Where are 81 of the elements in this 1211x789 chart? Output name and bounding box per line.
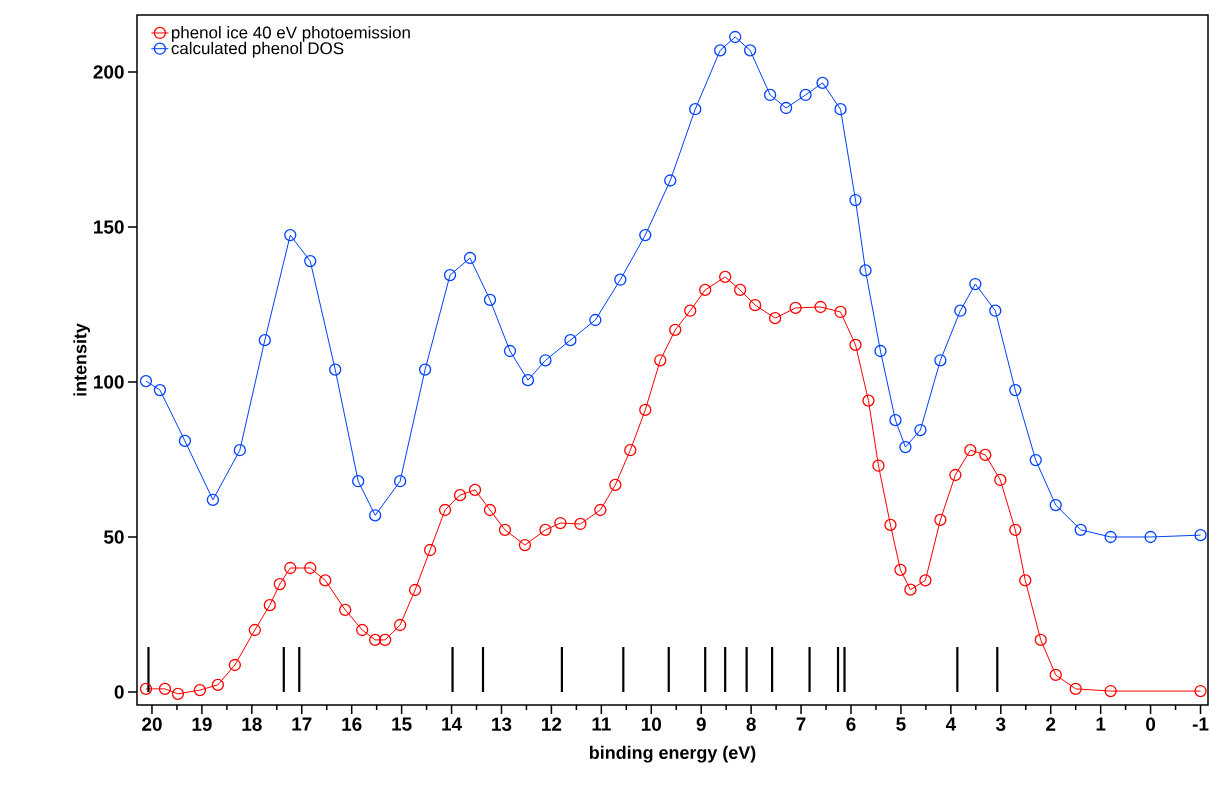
point (393, 475, 407, 488)
point (1144, 530, 1157, 544)
point (689, 103, 702, 116)
point (1049, 498, 1062, 512)
x-tick-label: 15 (392, 717, 412, 731)
x-tick-label: 20 (142, 717, 162, 731)
x-tick-label: 3 (995, 717, 1006, 731)
y-tick-label: 200 (93, 65, 124, 79)
point (564, 334, 577, 347)
x-tick-label: 16 (342, 717, 362, 731)
point (539, 354, 552, 367)
x-tick-label: 12 (542, 717, 562, 731)
point (859, 264, 872, 277)
point (483, 293, 497, 307)
x-tick-label: 2 (1046, 717, 1056, 731)
point (639, 228, 652, 242)
point (816, 76, 829, 90)
point (899, 440, 912, 454)
point (521, 373, 535, 387)
y-axis-title: intensity (73, 323, 91, 396)
x-tick-label: 5 (896, 717, 906, 731)
point (153, 383, 167, 397)
x-tick-label: 17 (292, 717, 312, 731)
x-tick-label: 14 (442, 717, 462, 731)
point (206, 493, 220, 506)
y-tick-label: 50 (103, 530, 124, 544)
point (889, 413, 902, 427)
point (849, 193, 862, 207)
point (1009, 383, 1022, 397)
point (763, 88, 777, 102)
point (1029, 453, 1042, 467)
point (503, 344, 517, 358)
x-tick-label: 10 (641, 717, 662, 731)
x-tick-label: 4 (945, 717, 957, 731)
point (989, 304, 1002, 317)
x-tick-label: 9 (696, 717, 706, 731)
x-tick-label: 7 (796, 717, 806, 731)
point (614, 273, 627, 286)
x-tick-label: 0 (1146, 717, 1156, 731)
point (258, 334, 271, 347)
point (418, 363, 432, 376)
legend-label: phenol ice 40 eV photoemission (171, 26, 410, 42)
point (1104, 530, 1117, 544)
x-tick-label: 19 (192, 717, 212, 731)
point (743, 44, 757, 57)
point (914, 423, 927, 437)
y-tick-label: 150 (94, 220, 124, 234)
x-tick-label: 18 (242, 717, 262, 731)
point (1074, 523, 1087, 537)
point (834, 103, 847, 116)
point (233, 444, 246, 457)
y-tick-label: 0 (114, 685, 124, 699)
point (664, 174, 677, 187)
point (329, 363, 342, 376)
point (934, 354, 947, 367)
point (304, 254, 317, 268)
x-tick-label: 13 (492, 717, 512, 731)
x-tick-label: 6 (846, 717, 856, 731)
point (589, 313, 602, 327)
y-tick-label: 100 (94, 375, 124, 389)
point (139, 374, 153, 388)
point (443, 268, 457, 282)
point (969, 277, 982, 291)
point (284, 228, 297, 242)
point (874, 344, 887, 358)
x-tick-label: 11 (592, 717, 611, 731)
x-tick-label: 1 (1096, 717, 1106, 731)
point (799, 88, 812, 102)
point (369, 509, 382, 522)
point (178, 434, 192, 448)
point (714, 44, 727, 57)
x-tick-label: 8 (746, 717, 756, 731)
point (779, 101, 793, 115)
point (954, 304, 967, 317)
legend-label: calculated phenol DOS (171, 41, 344, 58)
point (729, 30, 742, 44)
point (352, 475, 365, 488)
x-axis-title: binding energy (eV) (589, 745, 756, 763)
x-tick-label: -1 (1192, 717, 1209, 731)
point (1194, 528, 1207, 542)
point (463, 251, 477, 265)
